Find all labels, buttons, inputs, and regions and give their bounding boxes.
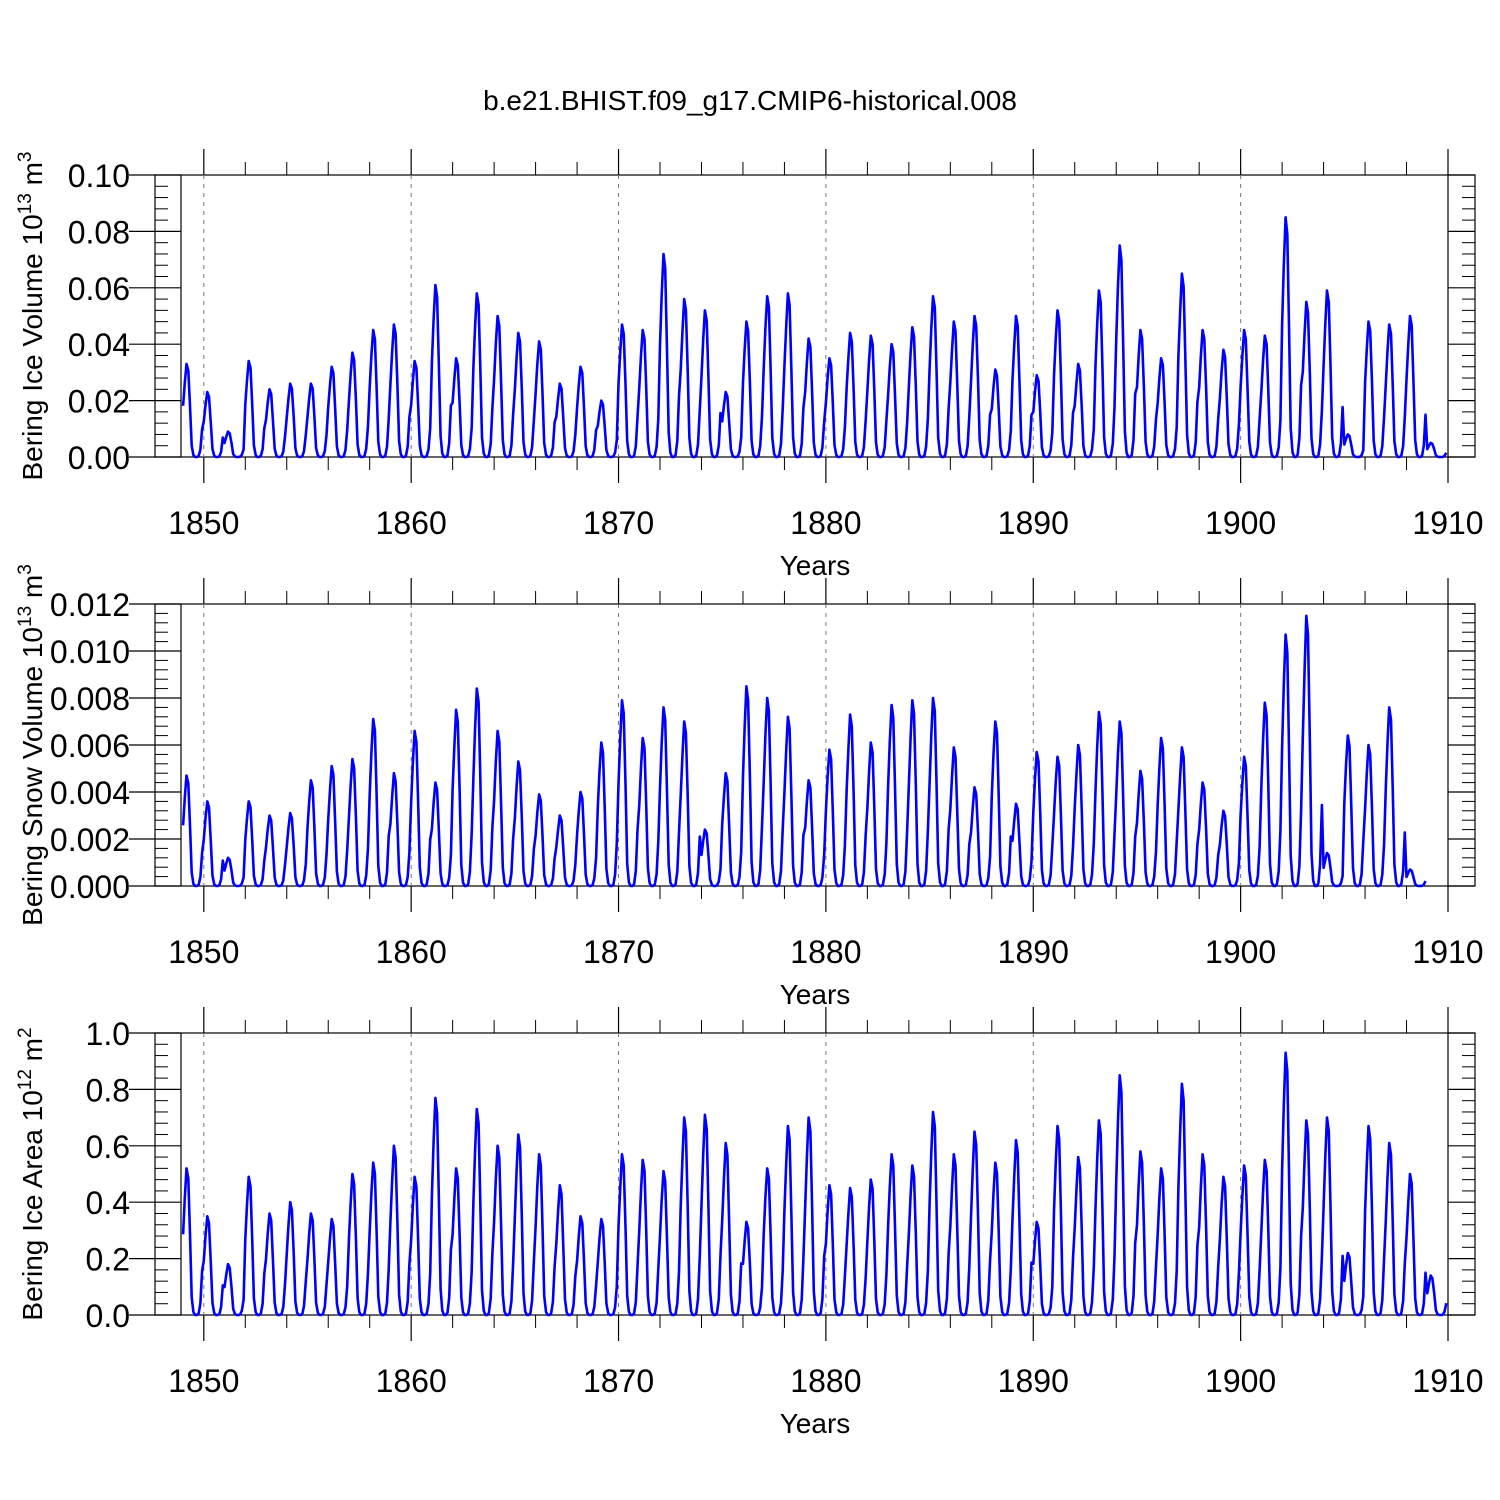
y-axis-label-unit: m bbox=[17, 575, 48, 606]
x-tick-label: 1860 bbox=[376, 505, 447, 541]
y-tick-label: 0.000 bbox=[50, 869, 130, 905]
x-tick-label: 1900 bbox=[1205, 505, 1276, 541]
y-tick-label: 0.6 bbox=[86, 1129, 130, 1165]
y-axis-label-base: Bering Ice Volume 10 bbox=[17, 214, 48, 480]
y-tick-label: 0.006 bbox=[50, 728, 130, 764]
y-tick-label: 0.008 bbox=[50, 681, 130, 717]
x-tick-label: 1860 bbox=[376, 1363, 447, 1399]
x-tick-label: 1870 bbox=[583, 934, 654, 970]
y-tick-label: 0.2 bbox=[86, 1242, 130, 1278]
x-tick-label: 1860 bbox=[376, 934, 447, 970]
y-axis-label-base: Bering Ice Area 10 bbox=[17, 1090, 48, 1320]
series-line-bering-ice-area bbox=[181, 1051, 1448, 1317]
x-tick-label: 1910 bbox=[1412, 934, 1483, 970]
x-tick-label: 1900 bbox=[1205, 1363, 1276, 1399]
y-axis-label-exponent: 13 bbox=[15, 193, 36, 214]
panel-2: 1850 1860 1870 1880 1890 1900 1910 0.000 0.002 0.… bbox=[15, 564, 1484, 1010]
x-tick-label: 1870 bbox=[583, 1363, 654, 1399]
x-tick-label: 1850 bbox=[168, 934, 239, 970]
panel-3: 1850 1860 1870 1880 1890 1900 1910 0.0 0.2 0.4 0.6… bbox=[15, 1007, 1484, 1439]
x-tick-label: 1910 bbox=[1412, 505, 1483, 541]
plot-frame bbox=[154, 174, 1476, 458]
y-axis-label-unit-exponent: 3 bbox=[15, 152, 36, 163]
x-tick-label: 1890 bbox=[998, 934, 1069, 970]
x-axis-label: Years bbox=[780, 550, 851, 581]
y-tick-label: 0.010 bbox=[50, 634, 130, 670]
plot-frame bbox=[154, 1032, 1476, 1316]
x-tick-label: 1850 bbox=[168, 1363, 239, 1399]
y-tick-label: 0.10 bbox=[68, 158, 130, 194]
series-line-bering-snow-volume bbox=[181, 614, 1427, 888]
y-tick-label: 0.06 bbox=[68, 271, 130, 307]
y-tick-label: 0.012 bbox=[50, 587, 130, 623]
y-tick-label: 0.02 bbox=[68, 384, 130, 420]
figure-title: b.e21.BHIST.f09_g17.CMIP6-historical.008 bbox=[483, 85, 1017, 116]
x-tick-label: 1880 bbox=[790, 1363, 861, 1399]
x-tick-label: 1880 bbox=[790, 934, 861, 970]
y-tick-label: 1.0 bbox=[86, 1016, 130, 1052]
y-axis-label: Bering Ice Volume 1013 m3 bbox=[15, 152, 48, 481]
x-axis-label: Years bbox=[780, 979, 851, 1010]
panels: 1850 1860 1870 1880 1890 1900 19100.000.020.04… bbox=[15, 149, 1484, 1439]
y-axis-label-exponent: 13 bbox=[15, 606, 36, 627]
x-tick-label: 1870 bbox=[583, 505, 654, 541]
y-tick-label: 0.8 bbox=[86, 1072, 130, 1108]
y-tick-label: 0.04 bbox=[68, 327, 130, 363]
x-tick-label: 1880 bbox=[790, 505, 861, 541]
y-tick-label: 0.08 bbox=[68, 214, 130, 250]
y-axis-label-unit: m bbox=[17, 1038, 48, 1069]
panel-1: 1850 1860 1870 1880 1890 1900 1910 0.00 0.02 0.04… bbox=[15, 149, 1484, 581]
y-axis-label-base: Bering Snow Volume 10 bbox=[17, 627, 48, 926]
y-tick-label: 0.4 bbox=[86, 1185, 130, 1221]
y-tick-label: 0.004 bbox=[50, 775, 130, 811]
y-tick-label: 0.00 bbox=[68, 440, 130, 476]
x-tick-label: 1900 bbox=[1205, 934, 1276, 970]
series-line-bering-ice-volume bbox=[181, 216, 1448, 459]
y-axis-label-exponent: 12 bbox=[15, 1069, 36, 1090]
y-axis-label-unit: m bbox=[17, 162, 48, 193]
y-axis-label: Bering Snow Volume 1013 m3 bbox=[15, 564, 48, 926]
x-tick-label: 1850 bbox=[168, 505, 239, 541]
y-axis-label-unit-exponent: 2 bbox=[15, 1027, 36, 1038]
x-tick-label: 1890 bbox=[998, 505, 1069, 541]
y-axis-label: Bering Ice Area 1012 m2 bbox=[15, 1027, 48, 1320]
x-tick-label: 1890 bbox=[998, 1363, 1069, 1399]
y-tick-label: 0.0 bbox=[86, 1298, 130, 1334]
y-tick-label: 0.002 bbox=[50, 822, 130, 858]
x-axis-label: Years bbox=[780, 1408, 851, 1439]
y-axis-label-unit-exponent: 3 bbox=[15, 564, 36, 575]
x-tick-label: 1910 bbox=[1412, 1363, 1483, 1399]
